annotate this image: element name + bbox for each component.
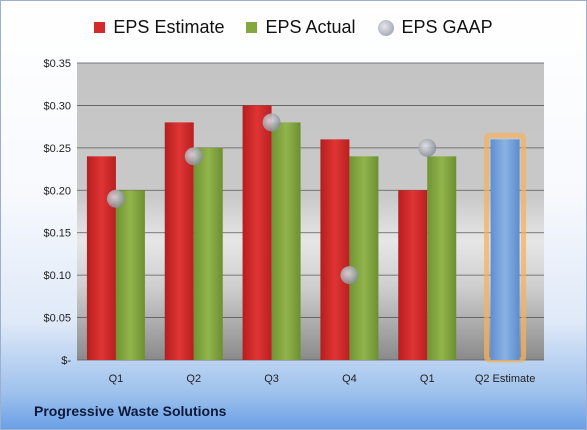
legend-label-actual: EPS Actual bbox=[265, 17, 356, 37]
legend-item-estimate: EPS Estimate bbox=[94, 17, 224, 38]
gaap-markers bbox=[106, 113, 437, 285]
legend-item-actual: EPS Actual bbox=[246, 17, 356, 38]
bar-eps-estimate bbox=[398, 190, 428, 360]
bar-eps-actual bbox=[349, 156, 379, 360]
legend-label-estimate: EPS Estimate bbox=[113, 17, 225, 37]
plot-background bbox=[77, 63, 544, 360]
marker-eps-gaap bbox=[184, 147, 203, 166]
x-tick-label: Q2 bbox=[186, 373, 201, 385]
x-tick-label: Q1 bbox=[420, 373, 435, 385]
legend-swatch-gaap bbox=[377, 19, 394, 36]
y-tick-label: $0.25 bbox=[43, 143, 71, 155]
grid-lines bbox=[77, 62, 544, 361]
x-tick-label: Q4 bbox=[342, 373, 357, 385]
y-tick-label: $0.30 bbox=[43, 100, 71, 112]
bar-eps-actual bbox=[115, 190, 145, 360]
bar-eps-actual bbox=[427, 156, 457, 360]
x-tick-label: Q1 bbox=[109, 373, 124, 385]
bar-eps-actual bbox=[193, 147, 223, 360]
footer-title: Progressive Waste Solutions bbox=[34, 403, 227, 419]
bar-eps-actual bbox=[271, 122, 301, 361]
bar-eps-estimate bbox=[86, 156, 116, 360]
marker-eps-gaap bbox=[106, 189, 125, 208]
x-axis-ticks: Q1 Q2 Q3 Q4 Q1 Q2 Estimate bbox=[109, 373, 536, 385]
y-tick-label: $0.05 bbox=[43, 313, 71, 325]
legend-item-gaap: EPS GAAP bbox=[377, 17, 493, 38]
y-tick-label: $0.20 bbox=[43, 185, 71, 197]
y-tick-label: $- bbox=[61, 355, 71, 367]
y-tick-label: $0.35 bbox=[43, 58, 71, 70]
bar-group bbox=[86, 105, 527, 363]
y-axis-ticks: $- $0.05 $0.10 $0.15 $0.20 $0.25 $0.30 $0.35 bbox=[43, 58, 71, 367]
legend-swatch-actual bbox=[246, 22, 258, 33]
y-tick-label: $0.15 bbox=[43, 228, 71, 240]
bar-forecast-estimate bbox=[490, 139, 520, 360]
chart-legend: EPS Estimate EPS Actual EPS GAAP bbox=[1, 17, 586, 38]
legend-label-gaap: EPS GAAP bbox=[401, 17, 493, 37]
y-tick-label: $0.10 bbox=[43, 270, 71, 282]
marker-eps-gaap bbox=[340, 266, 359, 285]
marker-eps-gaap bbox=[262, 113, 281, 132]
legend-swatch-estimate bbox=[94, 22, 106, 33]
bar-eps-estimate bbox=[320, 139, 350, 360]
marker-eps-gaap bbox=[418, 138, 437, 157]
bar-eps-estimate bbox=[242, 105, 272, 360]
x-tick-label: Q3 bbox=[264, 373, 279, 385]
x-tick-label: Q2 Estimate bbox=[475, 373, 536, 385]
